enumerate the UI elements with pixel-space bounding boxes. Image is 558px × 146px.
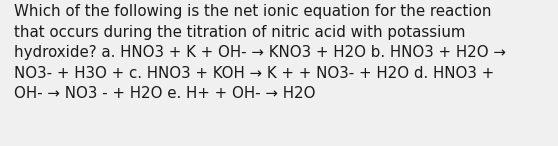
Text: Which of the following is the net ionic equation for the reaction
that occurs du: Which of the following is the net ionic … bbox=[14, 4, 506, 101]
